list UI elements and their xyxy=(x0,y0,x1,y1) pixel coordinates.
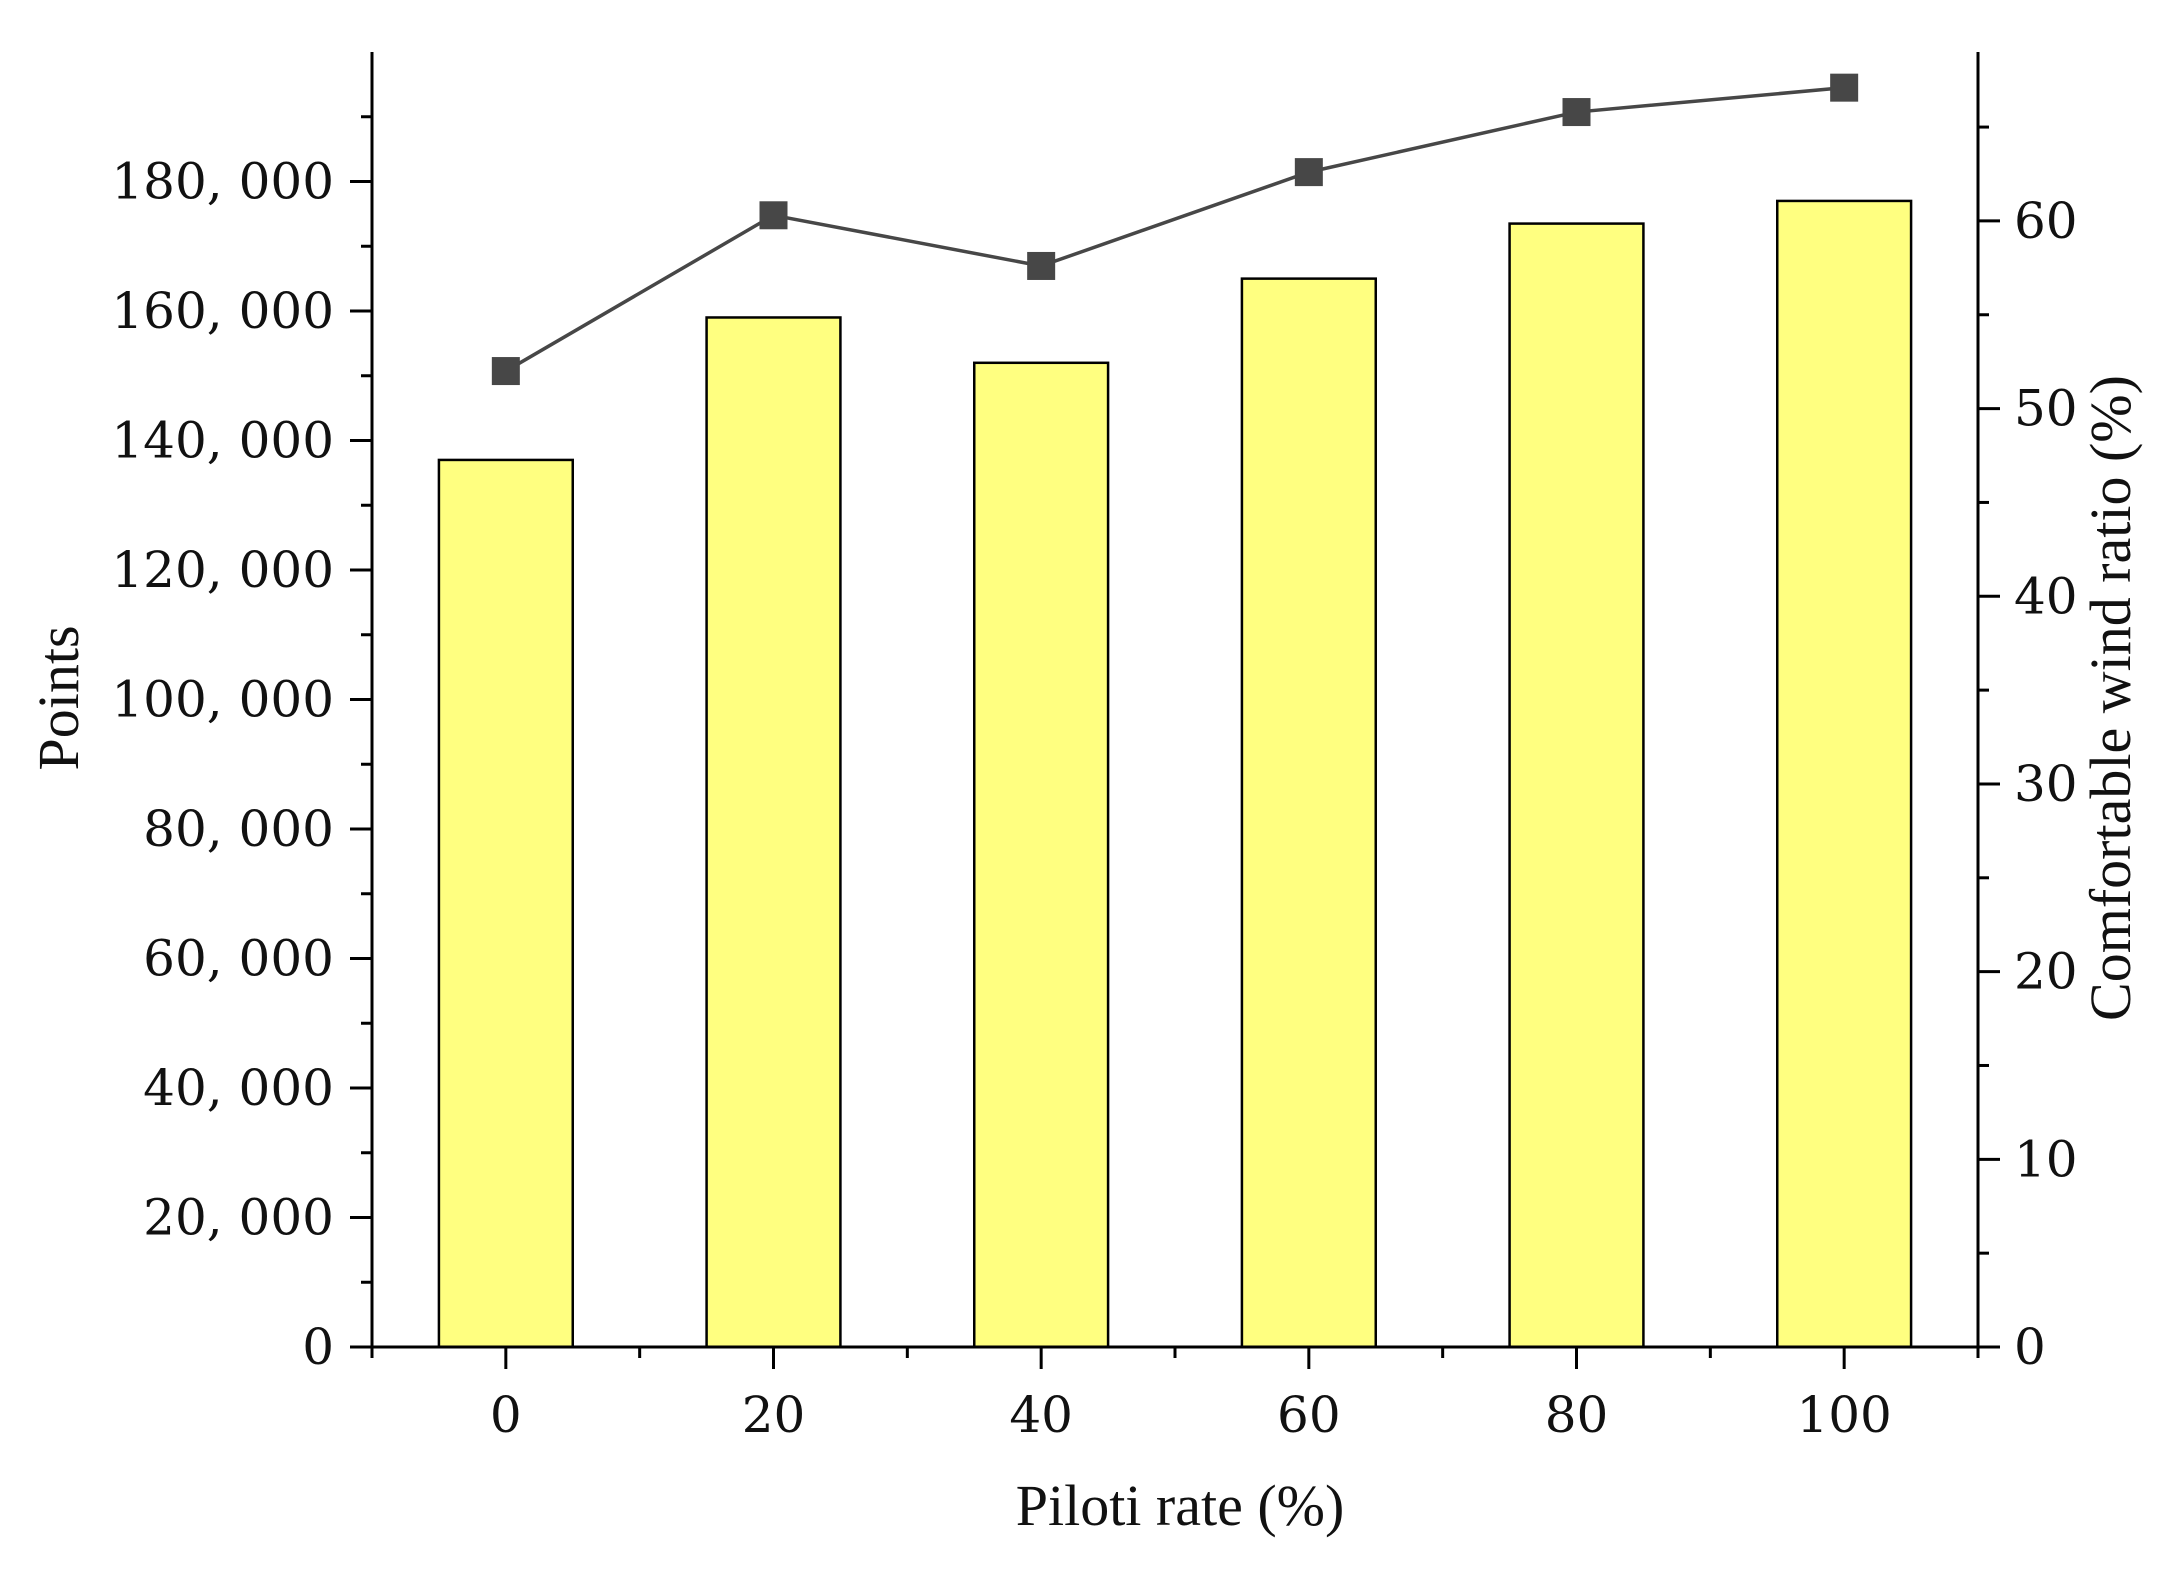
bars-layer xyxy=(437,199,1913,1349)
y2-tick-label: 0 xyxy=(2014,1318,2046,1376)
bar-100 xyxy=(1776,199,1913,1349)
bar-40 xyxy=(973,361,1110,1349)
bar-20 xyxy=(705,316,842,1349)
y-axis-title: Points xyxy=(26,625,91,770)
wind-ratio-point-80 xyxy=(1562,98,1591,127)
wind-ratio-point-100 xyxy=(1830,73,1859,102)
y-tick-label: 80, 000 xyxy=(143,800,334,858)
y2-tick-label: 10 xyxy=(2014,1130,2078,1188)
y-tick-label: 140, 000 xyxy=(111,412,334,470)
y2-tick-label: 30 xyxy=(2014,755,2078,813)
y-tick-label: 100, 000 xyxy=(111,671,334,729)
wind-ratio-point-40 xyxy=(1027,251,1056,280)
wind-ratio-point-0 xyxy=(491,357,520,386)
x-tick-label: 60 xyxy=(1277,1386,1341,1444)
wind-ratio-point-60 xyxy=(1294,158,1323,187)
wind-ratio-point-20 xyxy=(759,201,788,230)
y-tick-label: 40, 000 xyxy=(143,1059,334,1117)
y-tick-label: 180, 000 xyxy=(111,153,334,211)
y2-tick-label: 40 xyxy=(2014,567,2078,625)
axes-layer xyxy=(350,52,2000,1369)
y-tick-label: 60, 000 xyxy=(143,930,334,988)
bar-80 xyxy=(1508,222,1645,1349)
y2-tick-label: 50 xyxy=(2014,380,2078,438)
line-layer xyxy=(491,73,1859,386)
bar-0 xyxy=(437,458,574,1349)
labels-layer: 0 20, 000 40, 000 60, 000 80, 000 100, 000 120… xyxy=(111,153,2077,1445)
x-tick-label: 100 xyxy=(1796,1386,1891,1444)
bar-60 xyxy=(1240,277,1377,1349)
x-tick-label: 20 xyxy=(742,1386,806,1444)
y2-tick-label: 60 xyxy=(2014,192,2078,250)
wind-ratio-line xyxy=(504,85,1845,373)
x-axis-title: Piloti rate (%) xyxy=(1016,1473,1345,1538)
x-tick-label: 80 xyxy=(1545,1386,1609,1444)
y-tick-label: 20, 000 xyxy=(143,1189,334,1247)
y-tick-label: 0 xyxy=(302,1318,334,1376)
y2-tick-label: 20 xyxy=(2014,943,2078,1001)
y-tick-label: 120, 000 xyxy=(111,541,334,599)
x-tick-label: 0 xyxy=(490,1386,522,1444)
y2-axis-title: Comfortable wind ratio (%) xyxy=(2078,375,2143,1021)
x-tick-label: 40 xyxy=(1009,1386,1073,1444)
y-tick-label: 160, 000 xyxy=(111,282,334,340)
